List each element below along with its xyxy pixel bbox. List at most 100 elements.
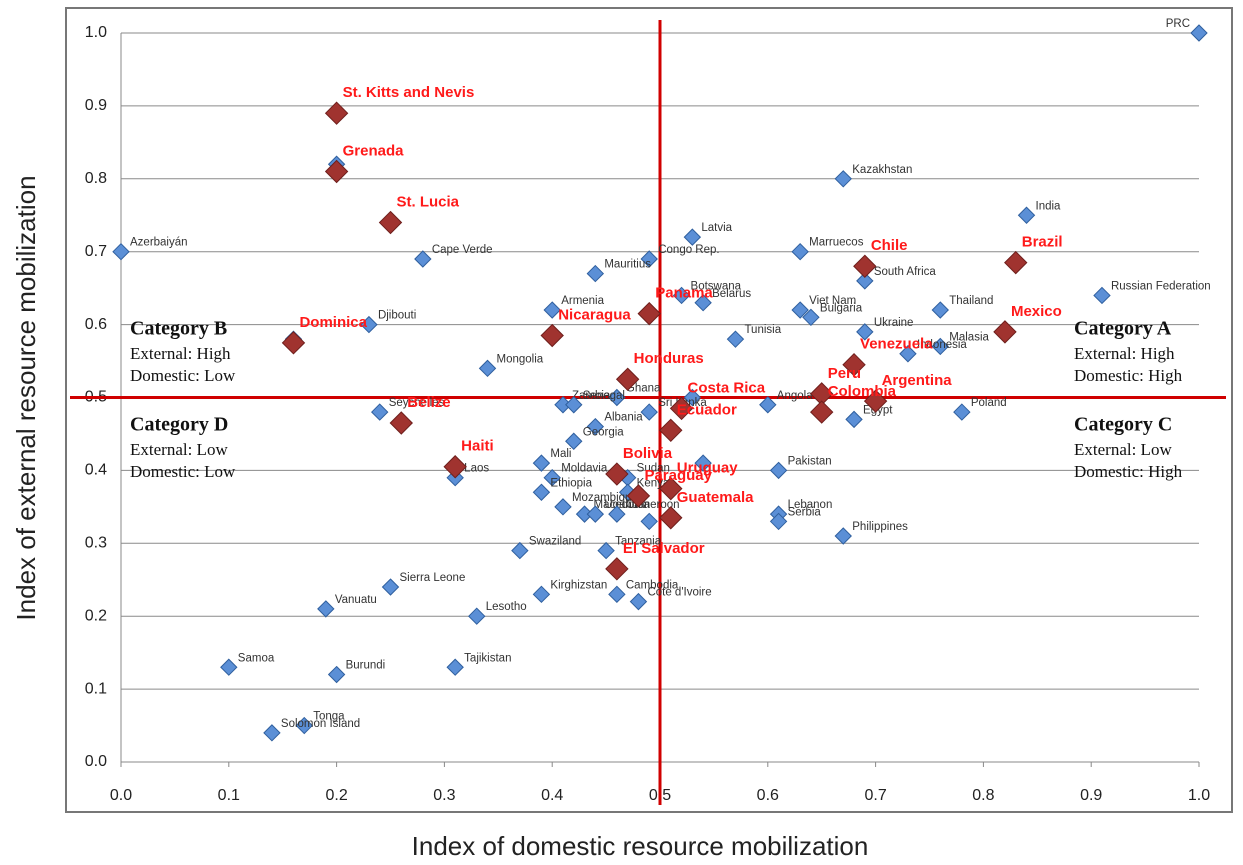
point-label: Ghana: [626, 383, 661, 395]
point-label: Seychelles: [389, 397, 445, 409]
point-label: Samoa: [238, 652, 275, 664]
point: [532, 483, 551, 501]
point-label: Tunisia: [744, 324, 781, 336]
point: [834, 170, 852, 188]
point-label: Sierra Leone: [400, 572, 466, 584]
point: [112, 242, 130, 261]
highlight-point: [605, 557, 629, 581]
highlight-label: Chile: [871, 237, 908, 254]
point-label: Indonesia: [917, 339, 967, 351]
point: [726, 330, 745, 348]
point-label: Serbia: [788, 506, 822, 518]
highlight-label: Nicaragua: [558, 307, 631, 324]
x-tick-label: 0.0: [110, 787, 132, 804]
point: [1190, 24, 1208, 42]
highlight-label: Panama: [655, 285, 713, 302]
point: [543, 301, 561, 319]
y-tick-label: 0.0: [85, 753, 107, 770]
point: [565, 432, 583, 450]
point-label: Mongolia: [497, 353, 544, 365]
point: [791, 301, 809, 319]
point-label: Thailand: [949, 295, 993, 307]
point: [931, 337, 949, 356]
highlight-label: Colombia: [828, 383, 897, 400]
highlight-label: Haiti: [461, 438, 494, 455]
highlight-point: [626, 484, 651, 508]
highlight-point: [659, 506, 683, 530]
y-tick-label: 0.2: [85, 607, 107, 624]
category-title: Category C: [1074, 414, 1172, 436]
point: [769, 461, 788, 480]
point-label: Ethiopia: [550, 477, 592, 489]
y-tick-label: 0.9: [85, 97, 107, 114]
highlight-point: [669, 396, 694, 421]
y-tick-label: 0.7: [85, 243, 107, 260]
point: [414, 250, 432, 268]
category-line: Domestic: High: [1074, 462, 1183, 481]
x-tick-label: 0.7: [864, 787, 886, 804]
x-tick-label: 0.4: [541, 787, 563, 804]
y-tick-label: 0.6: [85, 316, 107, 333]
point-label: Kirghizstan: [550, 579, 607, 591]
point-label: Armenia: [561, 295, 604, 307]
highlight-label: El Salvador: [623, 540, 705, 557]
point-label: Djibouti: [378, 310, 416, 322]
point-label: Tajikistan: [464, 652, 511, 664]
point-label: Mauritius: [604, 259, 651, 271]
category-title: Category D: [130, 414, 228, 436]
y-tick-label: 0.4: [85, 462, 107, 479]
point-label: India: [1036, 200, 1062, 212]
x-axis-title: Index of domestic resource mobilization: [412, 831, 869, 861]
point-label: Congo Rep.: [658, 244, 719, 256]
highlight-point: [993, 320, 1017, 344]
point-label: Belarus: [712, 288, 751, 300]
point-label: Latvia: [701, 222, 732, 234]
highlight-point: [853, 254, 877, 278]
highlight-label: St. Kitts and Nevis: [343, 84, 475, 101]
point: [640, 250, 658, 268]
x-tick-label: 0.1: [218, 787, 240, 804]
y-axis-title: Index of external resource mobilization: [11, 175, 41, 620]
x-tick-label: 0.2: [325, 787, 347, 804]
highlight-point: [605, 462, 629, 486]
highlight-point: [281, 331, 306, 355]
point-label: Tanzania: [615, 536, 662, 548]
point: [845, 410, 863, 429]
point: [532, 454, 551, 472]
point: [672, 286, 691, 305]
category-line: Domestic: High: [1074, 366, 1183, 385]
point: [694, 294, 712, 312]
point: [263, 724, 281, 742]
highlight-label: Venezuela: [860, 336, 933, 353]
point-label: Cambodia: [626, 579, 679, 591]
highlight-point: [659, 476, 683, 501]
point-label: Sudan: [637, 463, 670, 475]
point: [446, 658, 464, 676]
point-label: Cape Verde: [432, 244, 493, 256]
category-title: Category B: [130, 318, 227, 340]
highlight-point: [540, 323, 564, 348]
highlight-label: Costa Rica: [688, 379, 766, 396]
point: [360, 315, 378, 334]
point: [608, 505, 626, 523]
point: [640, 512, 658, 531]
point: [802, 308, 820, 327]
point-label: Albania: [604, 412, 643, 424]
point-label: Botswana: [691, 280, 742, 292]
highlight-label: Ecuador: [677, 401, 737, 418]
highlight-label: Argentina: [882, 372, 953, 389]
point: [759, 396, 777, 414]
point-label: Kazakhstan: [852, 164, 912, 176]
highlight-label: Peru: [828, 365, 861, 382]
point: [532, 585, 551, 604]
point-label: Malasia: [949, 332, 989, 344]
category-line: Domestic: Low: [130, 462, 236, 481]
point-label: Bulgaria: [820, 302, 863, 314]
highlight-label: Dominica: [299, 314, 367, 331]
highlight-point: [615, 367, 640, 391]
point: [317, 600, 335, 618]
point: [791, 242, 809, 261]
point-label: Azerbaiyán: [130, 237, 188, 249]
highlight-label: Honduras: [634, 350, 704, 367]
